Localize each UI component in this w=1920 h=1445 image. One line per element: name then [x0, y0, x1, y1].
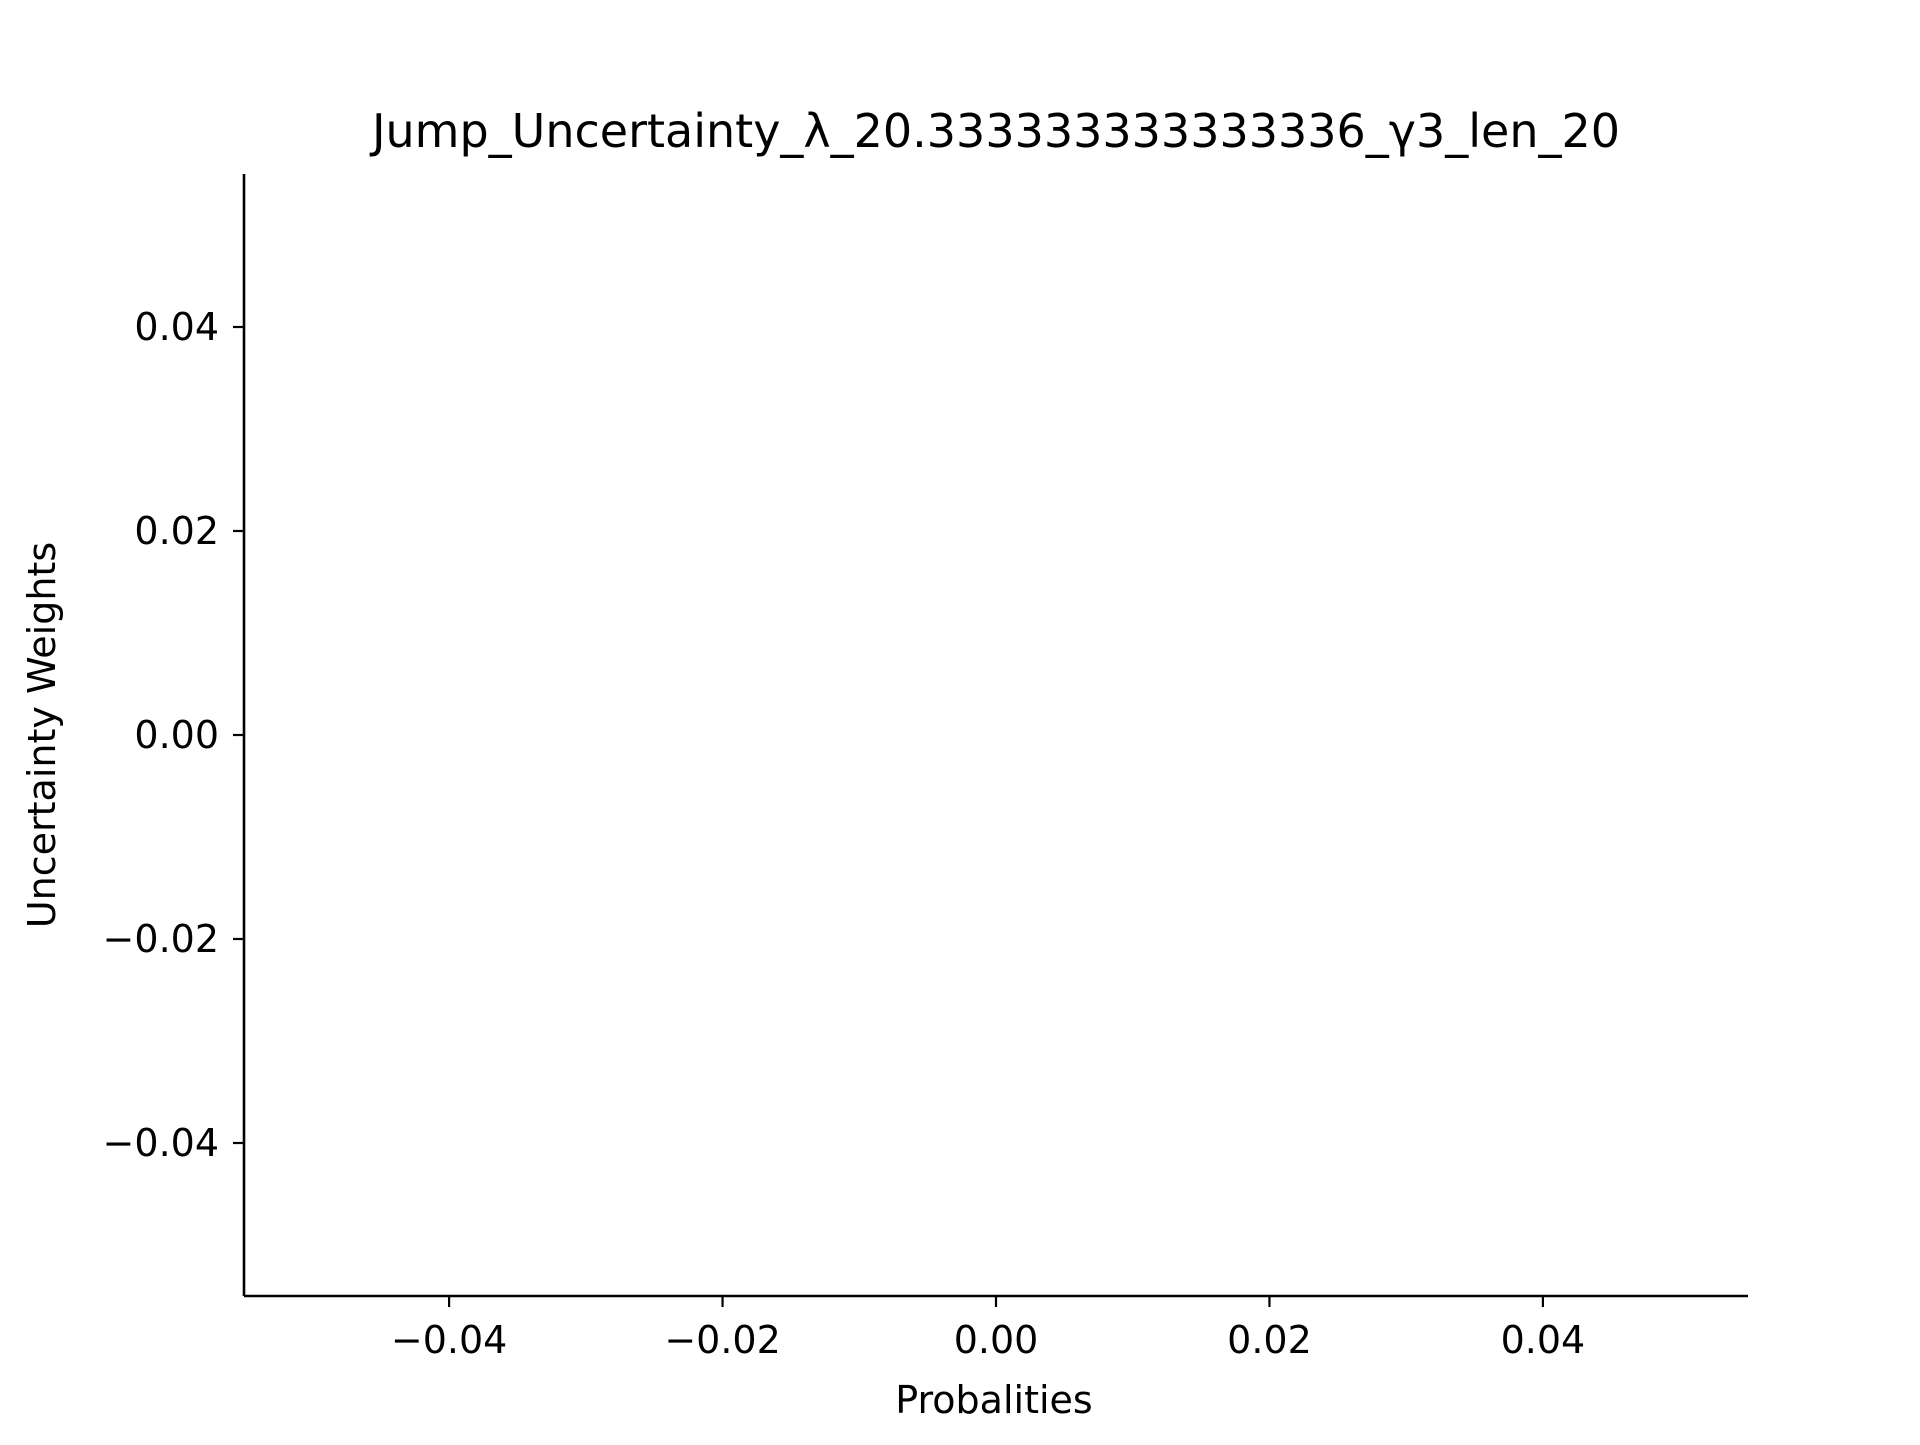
y-tick-label: 0.00	[134, 713, 219, 757]
y-axis-ticks: −0.04 −0.02 0.00 0.02 0.04	[103, 305, 244, 1165]
x-tick-label: 0.04	[1501, 1318, 1586, 1362]
y-tick-label: 0.02	[134, 509, 219, 553]
x-axis-ticks: −0.04 −0.02 0.00 0.02 0.04	[391, 1296, 1585, 1362]
plot-area	[242, 174, 1748, 1298]
x-tick-label: 0.02	[1227, 1318, 1312, 1362]
y-axis-label: Uncertainty Weights	[20, 542, 64, 928]
x-tick-label: −0.04	[391, 1318, 507, 1362]
x-tick-label: −0.02	[664, 1318, 780, 1362]
y-tick-label: −0.04	[103, 1121, 219, 1165]
x-axis-label: Probalities	[895, 1378, 1092, 1422]
x-tick-label: 0.00	[954, 1318, 1039, 1362]
chart-title: Jump_Uncertainty_λ_20.333333333333336_γ3…	[369, 104, 1620, 158]
y-tick-label: 0.04	[134, 305, 219, 349]
y-tick-label: −0.02	[103, 917, 219, 961]
